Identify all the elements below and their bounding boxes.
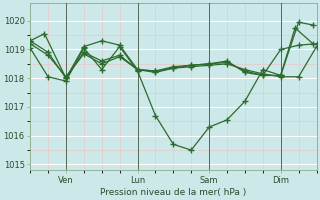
X-axis label: Pression niveau de la mer( hPa ): Pression niveau de la mer( hPa ) — [100, 188, 246, 197]
